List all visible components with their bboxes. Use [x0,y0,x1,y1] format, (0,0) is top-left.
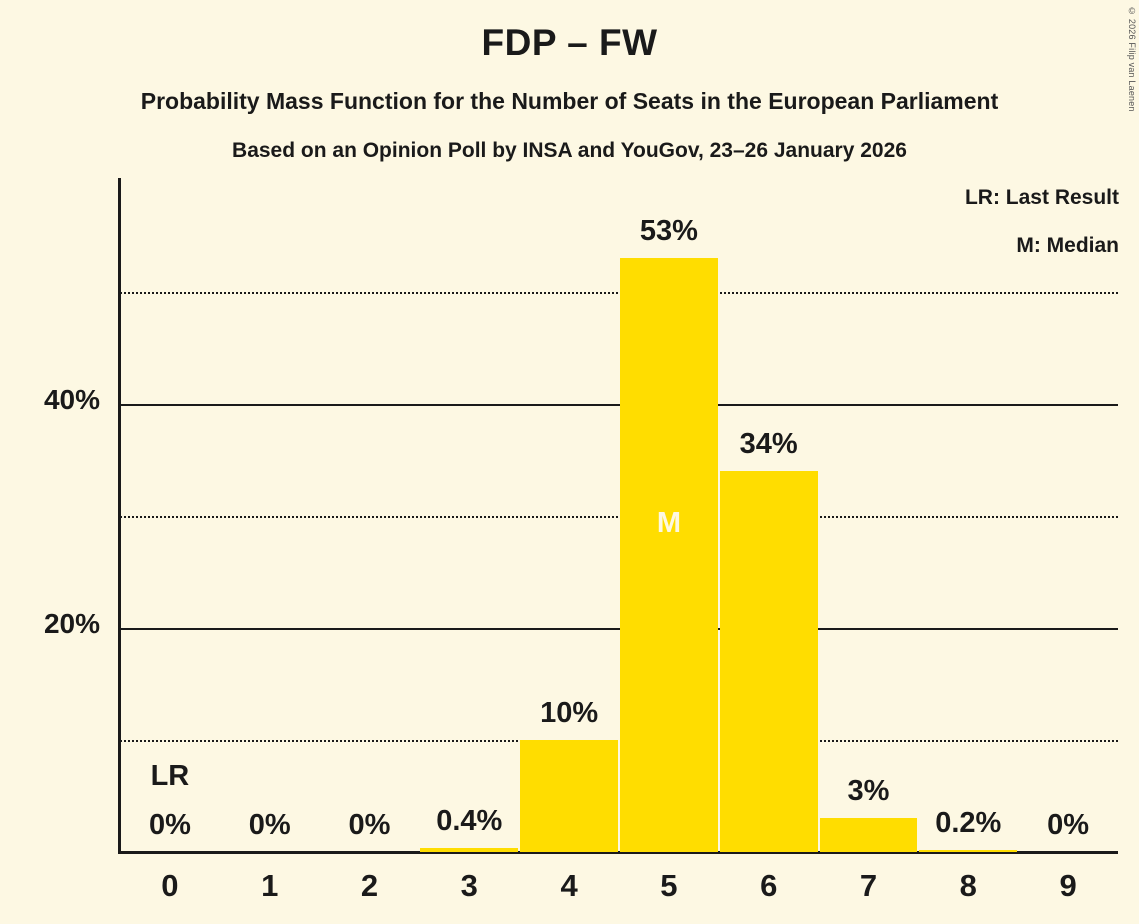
x-axis-tick-label: 0 [161,868,179,903]
bar [620,258,718,852]
copyright-notice: © 2026 Filip van Laenen [1127,6,1137,112]
gridline-major [120,628,1118,630]
gridline-minor [120,292,1118,294]
chart-title: FDP – FW [481,22,658,63]
x-axis-tick-label: 2 [360,868,379,903]
bar-value-label: 34% [739,428,798,461]
bar [819,818,918,852]
median-marker: M [656,507,681,539]
chart-subtitle-secondary: Based on an Opinion Poll by INSA and You… [232,139,907,162]
bar [420,847,519,852]
x-axis-line [118,851,1118,854]
bar [719,471,818,852]
x-axis-tick-label: 4 [560,868,578,903]
x-axis-tick-label: 5 [660,868,678,903]
bar-value-label: 0% [348,809,391,841]
x-axis-tick-label: 7 [859,868,878,903]
gridline-minor [120,740,1118,742]
x-axis-tick-label: 3 [460,868,478,903]
bar-value-label: 0% [148,809,191,841]
gridline-minor [120,516,1118,518]
x-axis-tick-label: 8 [959,868,977,903]
chart-subtitle-primary: Probability Mass Function for the Number… [140,88,999,114]
x-axis-tick-label: 9 [1059,868,1077,903]
last-result-marker: LR [150,760,190,792]
bar-value-label: 0% [1047,809,1090,841]
bar-value-label: 3% [847,775,890,808]
y-axis-line [118,178,121,854]
bar [919,849,1018,852]
x-axis-tick-label: 6 [760,868,778,903]
bar-value-label: 0.2% [935,806,1002,839]
legend-median: M: Median [1016,234,1119,257]
bar [520,740,618,852]
y-axis-tick-label: 40% [43,384,100,415]
x-axis-tick-label: 1 [261,868,279,903]
bar-value-label: 0% [248,809,291,841]
bar-value-label: 10% [540,697,599,729]
y-axis-tick-label: 20% [43,608,100,639]
bar-value-label: 0.4% [436,804,503,837]
plot-area [120,180,1118,852]
bar-value-label: 53% [639,215,698,248]
gridline-major [120,404,1118,406]
legend-last-result: LR: Last Result [964,186,1119,209]
